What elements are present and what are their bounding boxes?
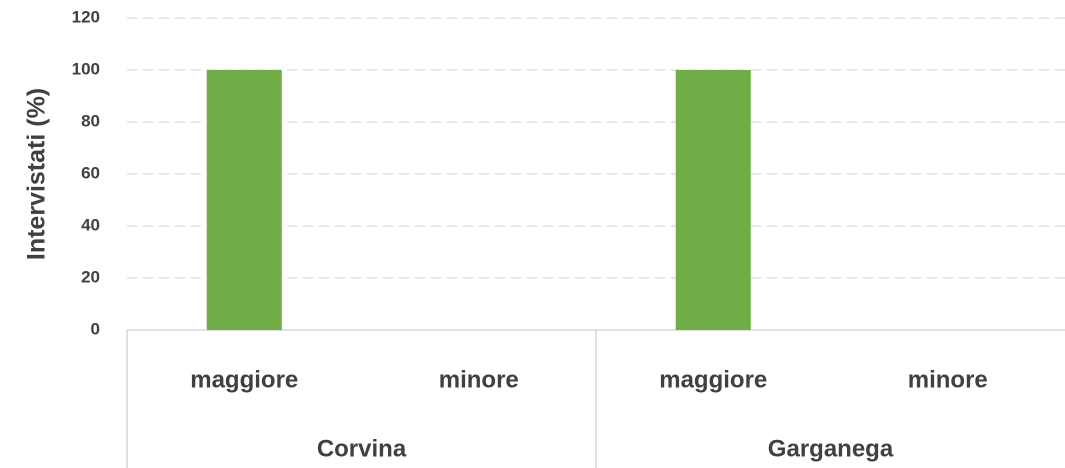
x-tick-label: maggiore <box>190 366 298 393</box>
y-axis-label: Intervistati (%) <box>23 88 51 260</box>
x-tick-label: minore <box>439 366 519 393</box>
bar <box>206 70 282 330</box>
y-tick-label: 60 <box>81 163 100 182</box>
y-tick-label: 80 <box>81 111 100 130</box>
y-tick-label: 0 <box>91 319 100 338</box>
x-tick-label: maggiore <box>659 366 767 393</box>
group-label: Corvina <box>317 435 407 462</box>
group-label: Garganega <box>768 435 894 462</box>
y-tick-label: 20 <box>81 267 100 286</box>
y-tick-label: 120 <box>72 7 100 26</box>
y-tick-label: 100 <box>72 59 100 78</box>
x-tick-label: minore <box>908 366 988 393</box>
y-tick-label: 40 <box>81 215 100 234</box>
bar <box>675 70 751 330</box>
